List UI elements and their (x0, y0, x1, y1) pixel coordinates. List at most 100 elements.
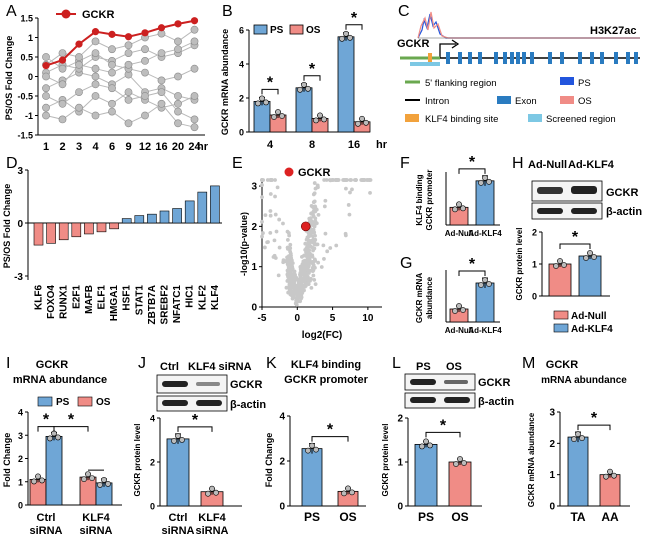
panel-a-bg-point (42, 72, 50, 81)
panel-e-point (347, 212, 352, 217)
panel-b-dot (313, 117, 319, 124)
panel-a-bg-point (75, 88, 83, 96)
panel-a-bg-point (108, 99, 116, 108)
panel-l-blot-label-gckr: GCKR (478, 377, 510, 389)
panel-e-xtick-label: 5 (330, 313, 336, 324)
panel-c-legend-flank-label: 5' flanking region (425, 78, 497, 89)
panel-l-dot (453, 461, 459, 467)
panel-j-band-actin-2 (196, 400, 222, 406)
panel-k-xtick-label: PS (304, 510, 320, 524)
panel-i-dot (89, 475, 95, 481)
panel-letter-D: D (6, 155, 18, 172)
panel-e-point (306, 240, 311, 245)
panel-c-genome-track: H3K27ac GCKR 5' flanking region PS Intro… (397, 11, 640, 125)
panel-e-point (299, 279, 304, 284)
panel-b-dot (301, 81, 307, 88)
panel-a-ytick-label: -1.5 (17, 131, 33, 141)
panel-e-point (288, 272, 293, 276)
panel-a-bg-point (174, 119, 182, 128)
panel-c-exon (634, 52, 638, 64)
panel-m-xtick-label: TA (570, 510, 585, 524)
panel-j-y-label: GCKR protein level (133, 424, 142, 497)
panel-a-bg-point (75, 53, 83, 61)
panel-l-col-label-ps: PS (416, 361, 431, 373)
panel-a-xtick-label: 20 (172, 141, 184, 153)
panel-e-point (273, 178, 277, 182)
panel-a-bg-point (157, 49, 166, 57)
panel-a-xtick-label: 6 (109, 141, 115, 153)
panel-l-band-actin-1 (410, 397, 436, 403)
panel-e-point (268, 231, 273, 235)
panel-b-dot (363, 119, 369, 126)
panel-e-point (325, 249, 330, 254)
panel-a-ytick-label: -1 (25, 111, 33, 121)
panel-b-dot (355, 120, 361, 127)
panel-a-bg-point (124, 41, 133, 50)
panel-e-point (265, 178, 270, 182)
panel-a-bg-point (190, 115, 199, 124)
panel-h-ytick-label: 1 (532, 260, 537, 270)
panel-j-blot-actin (156, 395, 228, 412)
panel-i-xtick-label: siRNA (79, 525, 112, 537)
panel-e-point (273, 256, 278, 260)
panel-d-xtick-label: FOXO4 (46, 285, 57, 319)
panel-d-bar (58, 222, 69, 241)
panel-letter-I: I (6, 355, 10, 372)
panel-e-point (288, 249, 293, 254)
panel-j-blot-label-actin: β-actin (230, 399, 266, 411)
panel-k-ytick-label: 4 (279, 412, 285, 423)
panel-i-ytick-label: 0 (18, 501, 23, 511)
panel-letter-C: C (398, 3, 410, 20)
panel-e-point (287, 283, 292, 288)
panel-l-blot-label-actin: β-actin (478, 396, 514, 408)
panel-e-point (310, 240, 315, 245)
panel-e-point (304, 254, 308, 258)
panel-letter-G: G (400, 255, 412, 272)
panel-d-xtick-label: SREBF2 (160, 285, 171, 325)
panel-l-dot (423, 438, 429, 445)
panel-a-bg-point (42, 103, 50, 112)
panel-a-ytick-label: 0.5 (20, 53, 33, 63)
panel-e-ytick-label: 2 (251, 222, 257, 233)
panel-e-point (285, 229, 290, 234)
panel-f-sig-bracket (458, 168, 486, 174)
panel-l-ytick-label: 1 (397, 458, 403, 469)
panel-e-point (315, 183, 320, 188)
panel-m-ytick-label: 3 (549, 408, 555, 419)
panel-m-y-label: GCKR mRNA abundance (527, 412, 536, 507)
panel-d-xtick-label: HMGA1 (109, 285, 120, 322)
panel-l-band-gckr-2 (444, 380, 468, 384)
panel-letter-J: J (138, 355, 146, 372)
panel-e-point (290, 261, 295, 266)
panel-b-dot (359, 115, 365, 122)
panel-a-xtick-label: 24 (188, 141, 201, 153)
panel-b-sig-star: * (267, 74, 274, 91)
panel-e-point (314, 207, 319, 212)
panel-k-bar-chart: KLF4 binding GCKR promoter Fold Change 0… (264, 359, 369, 524)
panel-a-bg-point (157, 99, 166, 108)
panel-b-ytick-label: 0 (239, 128, 244, 138)
panel-a-bg-line (45, 72, 195, 101)
panel-f-xtick-label: Ad-Null (445, 229, 473, 238)
panel-e-point (306, 265, 311, 270)
panel-e-point (287, 287, 292, 292)
panel-l-ytick-label: 2 (397, 414, 403, 425)
panel-e-point (306, 282, 311, 287)
panel-e-point (263, 213, 268, 218)
panel-a-bg-point (108, 45, 116, 54)
panel-k-ytick-label: 0 (279, 502, 285, 513)
panel-a-gckr-point (58, 56, 67, 64)
panel-c-exon (560, 52, 564, 64)
panel-e-point (360, 178, 365, 182)
panel-c-exon (468, 52, 472, 64)
panel-i-legend-os: OS (96, 397, 111, 408)
panel-a-bg-point (190, 37, 199, 46)
panel-e-point (269, 178, 274, 182)
panel-e-point (261, 231, 265, 235)
panel-e-point (354, 178, 358, 182)
panel-d-bar (210, 185, 220, 224)
panel-k-dot (313, 446, 319, 453)
panel-e-point (289, 278, 294, 283)
panel-e-legend-marker (284, 167, 294, 177)
